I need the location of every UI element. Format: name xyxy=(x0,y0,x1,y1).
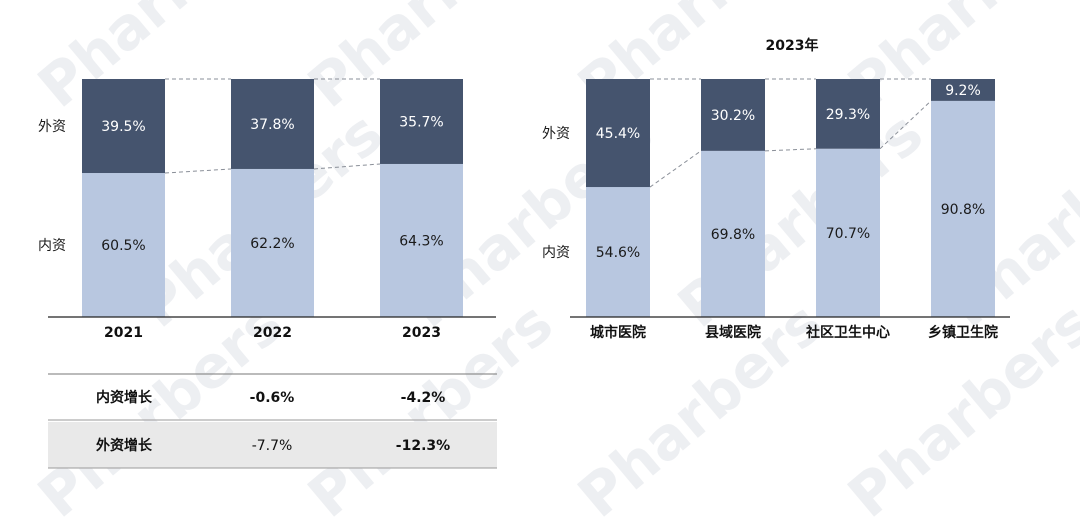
data-label-outer: 45.4% xyxy=(596,126,640,142)
connector-boundary xyxy=(649,150,702,188)
category-label: 2022 xyxy=(253,325,292,341)
series-label-outer: 外资 xyxy=(542,126,570,142)
table-cell: -4.2% xyxy=(401,390,446,406)
series-label-outer: 外资 xyxy=(38,119,66,135)
data-label-inner: 90.8% xyxy=(941,202,985,218)
growth-table: 内资增长 -0.6% -4.2% 外资增长 -7.7% -12.3% xyxy=(48,373,497,469)
table-row-label: 内资增长 xyxy=(96,389,153,406)
category-label: 乡镇卫生院 xyxy=(928,324,998,341)
category-label: 2021 xyxy=(104,325,143,341)
table-cell: -7.7% xyxy=(252,438,293,454)
data-label-outer: 29.3% xyxy=(826,107,870,123)
data-label-inner: 69.8% xyxy=(711,227,755,243)
category-label: 社区卫生中心 xyxy=(805,324,890,341)
data-label-inner: 54.6% xyxy=(596,245,640,261)
bar-inner-乡镇卫生院 xyxy=(931,100,995,318)
data-label-inner: 70.7% xyxy=(826,226,870,242)
connector-boundary xyxy=(164,168,232,174)
bar-outer-乡镇卫生院 xyxy=(931,79,995,101)
bar-outer-城市医院 xyxy=(586,79,650,188)
series-label-inner: 内资 xyxy=(38,238,66,254)
category-label: 2023 xyxy=(402,325,441,341)
bar-outer-社区卫生中心 xyxy=(816,79,880,149)
connector-boundary xyxy=(879,100,932,150)
table-row-bg xyxy=(48,422,497,468)
data-label-inner: 62.2% xyxy=(250,236,294,252)
category-label: 县域医院 xyxy=(705,324,761,341)
series-label-inner: 内资 xyxy=(542,245,570,261)
data-label-outer: 37.8% xyxy=(250,117,294,133)
chart-right-hospital-share: 45.4% 54.6% 城市医院 30.2% 69.8% 县域医院 29.3% 70.7% 社区… xyxy=(542,37,1010,341)
category-label: 城市医院 xyxy=(590,324,646,341)
data-label-outer: 30.2% xyxy=(711,108,755,124)
data-label-inner: 64.3% xyxy=(399,233,443,249)
bar-outer-2023 xyxy=(380,79,463,164)
bar-inner-县域医院 xyxy=(701,150,765,317)
bar-inner-2022 xyxy=(231,168,314,317)
table-cell: -12.3% xyxy=(396,438,450,454)
bar-outer-2021 xyxy=(82,79,165,174)
data-label-outer: 35.7% xyxy=(399,114,443,130)
connector-boundary xyxy=(764,148,817,152)
bar-outer-县域医院 xyxy=(701,79,765,151)
data-label-outer: 9.2% xyxy=(945,83,981,99)
watermark-text: Pharbers xyxy=(835,289,1080,522)
bar-outer-2022 xyxy=(231,79,314,169)
bar-inner-城市医院 xyxy=(586,187,650,317)
chart-title: 2023年 xyxy=(766,37,819,54)
data-label-inner: 60.5% xyxy=(101,238,145,254)
bar-inner-2023 xyxy=(380,163,463,317)
table-row-label: 外资增长 xyxy=(96,437,153,454)
table-cell: -0.6% xyxy=(250,390,295,406)
bar-inner-2021 xyxy=(82,173,165,317)
chart-left-yearly-share: 39.5% 60.5% 2021 37.8% 62.2% 2022 35.7% 64.3% 20… xyxy=(38,78,496,341)
data-label-outer: 39.5% xyxy=(101,119,145,135)
bar-inner-社区卫生中心 xyxy=(816,148,880,317)
